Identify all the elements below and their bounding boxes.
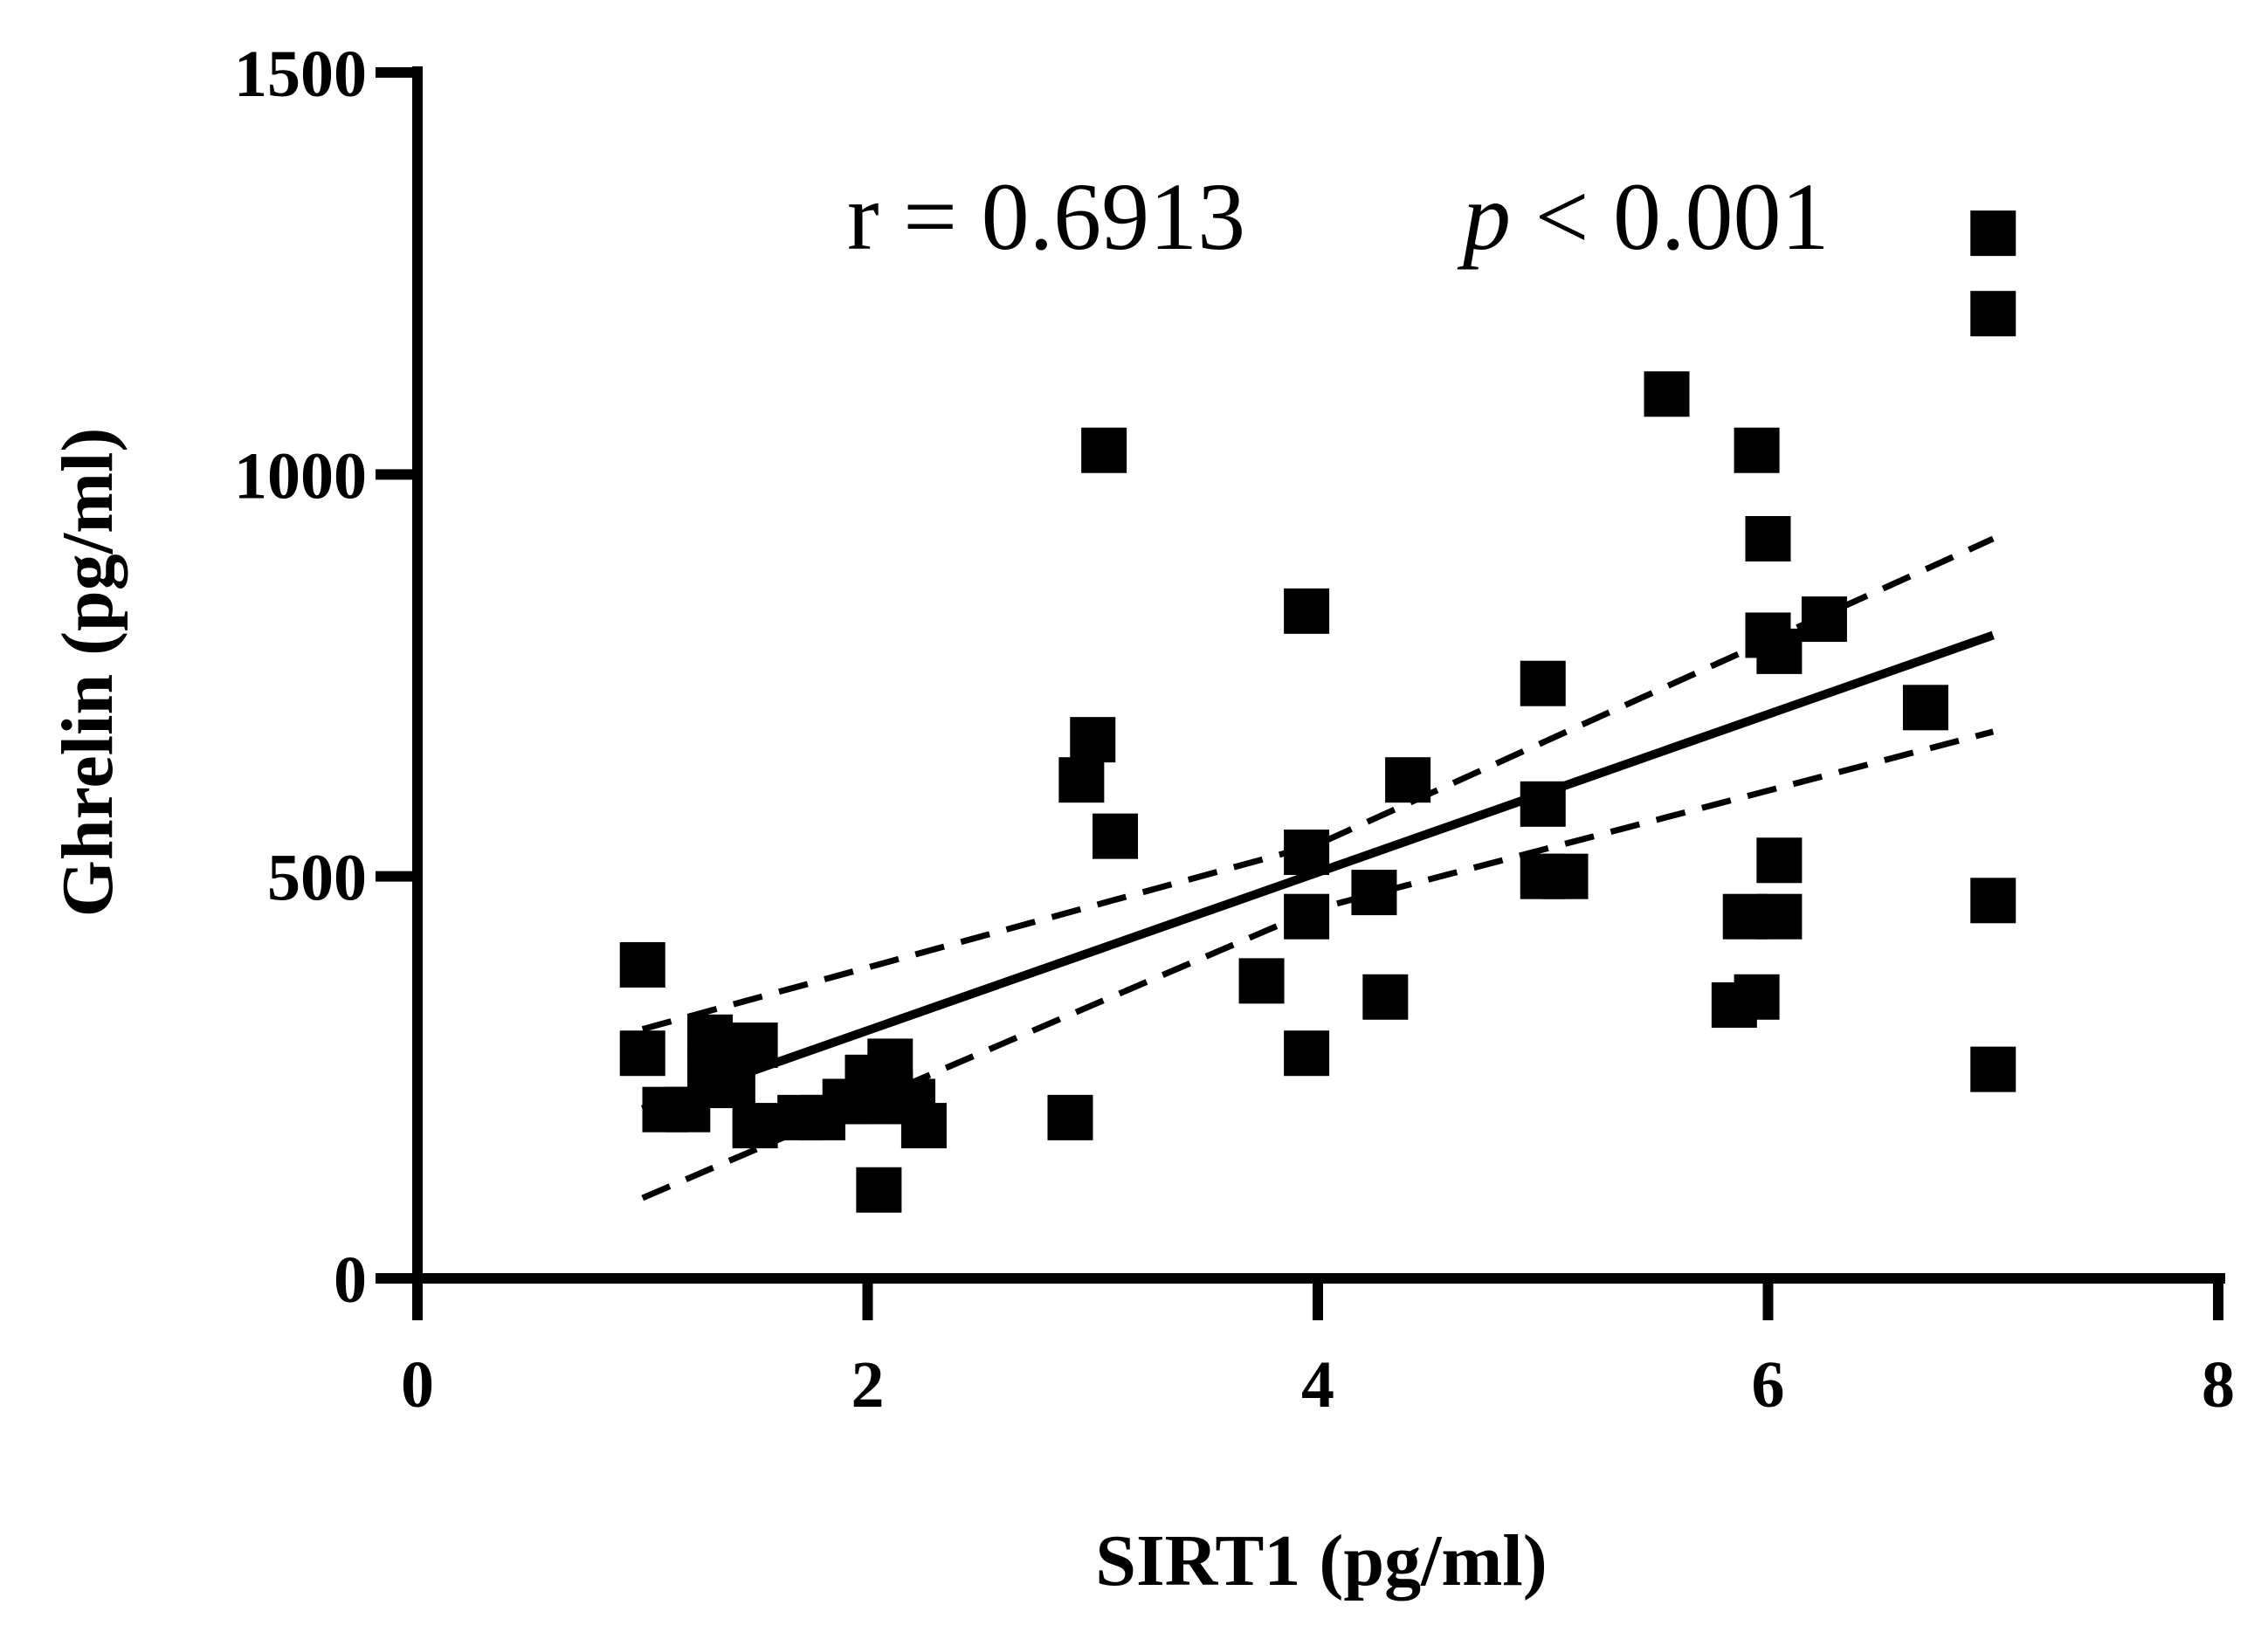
data-point xyxy=(1756,837,1803,884)
x-tick-label: 2 xyxy=(851,1348,885,1422)
data-point xyxy=(1734,427,1780,473)
data-point xyxy=(1385,757,1431,803)
data-point xyxy=(1756,628,1803,674)
x-tick-label: 8 xyxy=(2202,1348,2235,1422)
data-point xyxy=(856,1167,902,1213)
data-point xyxy=(1970,291,2016,337)
data-point xyxy=(665,1086,711,1133)
data-point xyxy=(1070,717,1116,763)
data-point xyxy=(1801,596,1847,643)
data-point xyxy=(1238,958,1285,1004)
data-point xyxy=(1284,588,1330,634)
data-point xyxy=(732,1103,778,1149)
data-point xyxy=(1351,870,1397,916)
y-tick-label: 1000 xyxy=(234,439,367,513)
x-tick-label: 6 xyxy=(1752,1348,1785,1422)
data-point xyxy=(1362,974,1409,1020)
x-tick-label: 0 xyxy=(401,1348,434,1422)
data-point xyxy=(1970,878,2016,924)
data-point xyxy=(1902,685,1948,731)
r-value-text: r = 0.6913 xyxy=(847,163,1245,270)
data-point xyxy=(1081,427,1127,473)
data-point xyxy=(709,1063,755,1109)
y-axis-title: Ghrelin (pg/ml) xyxy=(47,428,128,918)
y-tick-label: 500 xyxy=(267,842,367,915)
data-point xyxy=(1520,781,1566,827)
data-point xyxy=(1284,893,1330,940)
y-tick-label: 0 xyxy=(334,1243,367,1317)
y-tick-label: 1500 xyxy=(234,38,367,111)
p-symbol: p xyxy=(1457,163,1511,270)
data-point xyxy=(619,941,665,988)
data-point xyxy=(1542,853,1589,899)
data-point xyxy=(1734,974,1780,1020)
x-axis-title: SIRT1 (pg/ml) xyxy=(1095,1520,1547,1601)
data-point xyxy=(1047,1094,1093,1140)
data-point xyxy=(1058,757,1105,803)
data-point xyxy=(1970,1046,2016,1092)
data-point xyxy=(1745,515,1791,561)
data-point xyxy=(619,1030,665,1077)
data-point xyxy=(1970,210,2016,257)
axis-ticks: 0 2 4 6 8 0 500 1000 1500 xyxy=(234,38,2235,1422)
data-point xyxy=(1284,1030,1330,1077)
p-value-text: < 0.001 xyxy=(1511,163,1830,270)
data-point xyxy=(1520,660,1566,706)
data-point xyxy=(900,1103,947,1149)
data-point xyxy=(1093,813,1139,859)
x-tick-label: 4 xyxy=(1301,1348,1334,1422)
data-point xyxy=(732,1023,778,1069)
data-points xyxy=(619,210,2016,1213)
data-point xyxy=(1284,830,1330,876)
p-value-annotation: p < 0.001 xyxy=(1457,163,1830,270)
data-point xyxy=(1644,371,1690,417)
data-point xyxy=(1756,893,1803,940)
correlation-annotation: r = 0.6913 xyxy=(847,163,1245,270)
